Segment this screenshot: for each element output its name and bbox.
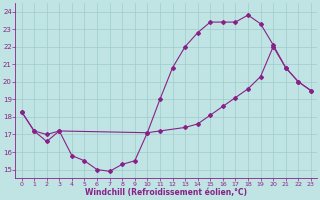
X-axis label: Windchill (Refroidissement éolien,°C): Windchill (Refroidissement éolien,°C)	[85, 188, 247, 197]
